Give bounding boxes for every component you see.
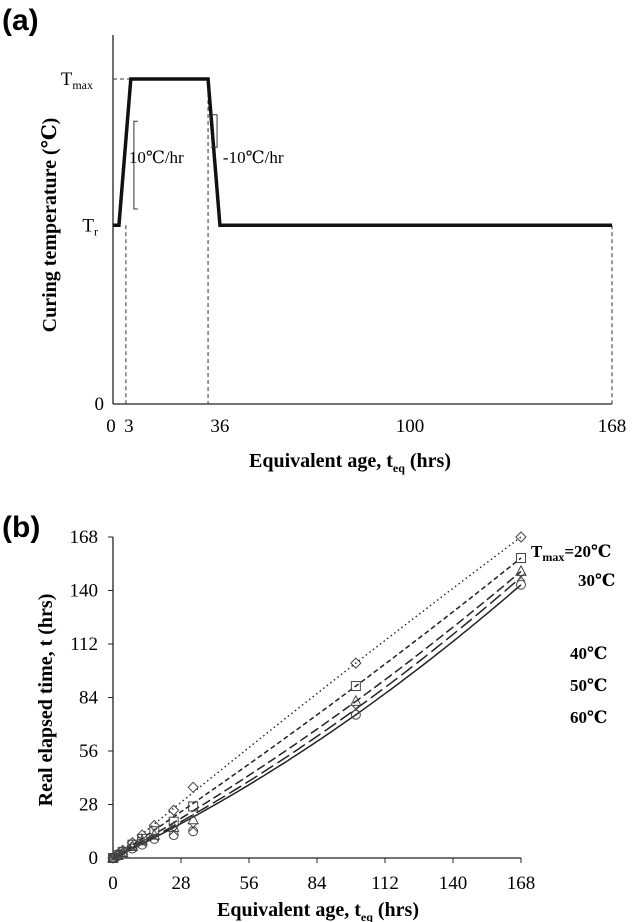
panel-a-label: (a) [2, 4, 39, 37]
panel-b-markers [107, 531, 527, 864]
panel-b-series-label-1: 30℃ [578, 571, 615, 590]
panel-b-marker-circle [137, 839, 148, 850]
panel-b-fit-line-0 [112, 536, 522, 859]
panel-b-marker-circle [350, 709, 361, 720]
panel-a-y-axis-title: Curing temperature (℃) [39, 118, 61, 333]
panel-b-fit-line-4 [112, 584, 522, 859]
panel-a-ramp-up-label: 10℃/hr [129, 148, 184, 167]
panel-a-ramp-down-bracket [211, 114, 218, 148]
panel-a-y-tick-label: 0 [95, 394, 105, 415]
panel-b-y-tick-label: 56 [79, 741, 98, 762]
panel-b-marker-x [351, 704, 361, 714]
panel-b-marker-circle [112, 851, 123, 862]
panel-b-x-tick-label: 140 [439, 873, 468, 894]
panel-b-fit-lines [112, 536, 522, 859]
panel-b-marker-circle [168, 830, 179, 841]
panel-b-x-tick-label: 168 [507, 873, 536, 894]
panel-b-marker-triangle [112, 848, 124, 860]
panel-a-x-tick-label: 3 [124, 416, 134, 437]
panel-b-x-ticks: 0 28 56 84 112 140 168 [108, 858, 535, 894]
panel-b-y-tick-label: 112 [70, 634, 98, 655]
panel-b-y-tick-label: 84 [79, 688, 99, 709]
panel-b-marker-circle [117, 848, 128, 859]
panel-a-y-ticks: 0 Tr Tmax [61, 69, 104, 415]
panel-b-label: (b) [2, 511, 40, 544]
panel-b-marker-diamond [350, 657, 362, 669]
panel-a-temperature-profile [113, 77, 612, 227]
panel-b-marker-square [149, 826, 160, 837]
panel-b-y-tick-label: 168 [70, 527, 99, 548]
panel-b-marker-x [188, 823, 198, 832]
panel-b-marker-x [113, 851, 123, 861]
panel-b-marker-x [516, 572, 526, 582]
panel-b-x-tick-label: 0 [108, 873, 118, 894]
panel-b-marker-diamond [515, 531, 527, 543]
panel-b-marker-x [118, 848, 128, 858]
panel-b-marker-circle [108, 853, 118, 863]
panel-b-marker-circle [516, 579, 526, 590]
panel-b-marker-square [168, 816, 179, 827]
panel-b-y-tick-label: 28 [79, 795, 98, 816]
panel-b-marker-square [350, 681, 361, 692]
panel-b-fit-line-3 [112, 576, 522, 859]
panel-b-marker-square [188, 801, 199, 812]
panel-a-annotations: 10℃/hr -10℃/hr [129, 114, 284, 210]
panel-a-y-tick-label: Tr [82, 215, 98, 238]
panel-b-series-label-3: 50℃ [570, 676, 607, 695]
panel-b-x-tick-label: 112 [371, 873, 399, 894]
panel-b-marker-circle [127, 843, 138, 854]
panel-b-x-tick-label: 56 [240, 873, 259, 894]
panel-b-series-label-2: 40℃ [570, 644, 607, 663]
panel-b-marker-x [137, 838, 147, 848]
panel-b-y-axis-title: Real elapsed time, t (hrs) [35, 594, 57, 807]
panel-b-marker-triangle [515, 564, 527, 576]
panel-b-x-tick-label: 28 [172, 873, 191, 894]
panel-b-marker-x [149, 832, 159, 842]
panel-a-guide-lines [113, 78, 613, 404]
panel-b-y-tick-label: 140 [70, 581, 99, 602]
panel-b-x-axis-title: Equivalent age, teq (hrs) [217, 899, 419, 922]
panel-b-series-label-0: Tmax=20℃ [531, 542, 611, 564]
panel-b-marker-triangle [126, 839, 139, 852]
panel-a-x-tick-label: 0 [106, 416, 116, 437]
panel-b-marker-circle [149, 833, 160, 844]
panel-b-fit-line-2 [112, 570, 522, 859]
panel-b-marker-x [108, 853, 118, 863]
panel-a-x-axis-title: Equivalent age, teq (hrs) [249, 450, 451, 475]
panel-a-x-ticks: 0 3 36 100 168 [106, 416, 626, 437]
panel-a-x-tick-label: 100 [396, 416, 425, 437]
panel-b-series-labels: Tmax=20℃ 30℃ 40℃ 50℃ 60℃ [531, 542, 615, 727]
panel-b-marker-x [169, 826, 179, 836]
panel-b-marker-diamond [187, 781, 199, 794]
panel-a-ramp-down-label: -10℃/hr [223, 148, 284, 167]
panel-b-x-tick-label: 84 [308, 873, 328, 894]
panel-b-y-ticks: 0 28 56 84 112 140 168 [70, 527, 113, 869]
panel-b-marker-triangle [350, 694, 362, 706]
panel-b-fit-line-1 [112, 557, 522, 859]
panel-b-marker-diamond [168, 804, 180, 816]
panel-a-ramp-up-bracket [133, 120, 138, 210]
panel-a-series [113, 77, 612, 227]
panel-b-marker-circle [188, 826, 199, 837]
panel-a-x-tick-label: 168 [598, 416, 627, 437]
panel-a-x-tick-label: 36 [210, 416, 229, 437]
panel-b-marker-square [516, 553, 526, 564]
panel-b: (b) 0 28 56 84 112 140 168 0 28 56 84 112 140 168 Tm… [2, 511, 615, 922]
panel-b-marker-triangle [187, 813, 199, 825]
panel-a-y-tick-label: Tmax [61, 69, 93, 92]
panel-b-series-label-4: 60℃ [570, 708, 607, 727]
panel-b-y-tick-label: 0 [89, 848, 99, 869]
panel-a: (a) 0 3 36 100 168 0 Tr Tmax 10℃/hr -10℃/hr Equ… [2, 4, 626, 475]
